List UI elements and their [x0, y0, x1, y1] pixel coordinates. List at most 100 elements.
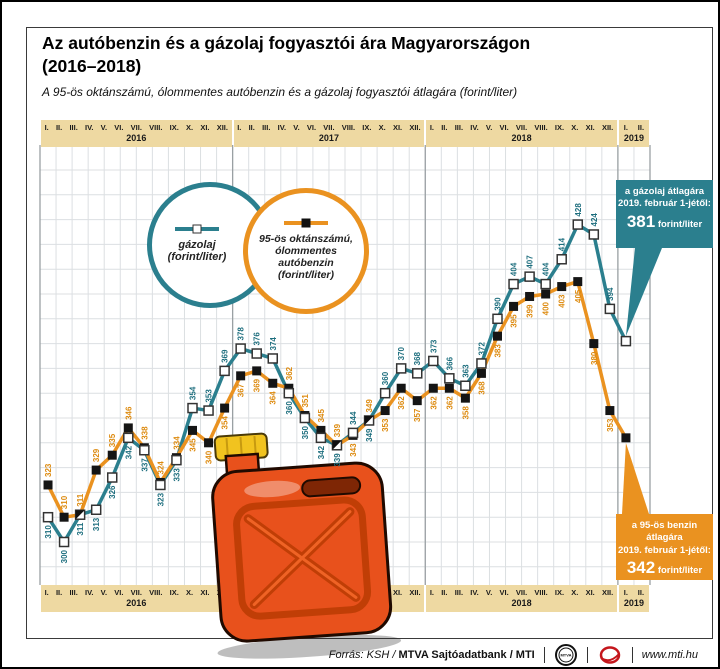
- svg-text:395: 395: [510, 314, 519, 328]
- svg-text:428: 428: [574, 203, 583, 217]
- callout-diesel-line2: 2019. február 1-jétől:: [618, 198, 711, 210]
- svg-text:339: 339: [333, 423, 342, 437]
- legend-petrol-line3: autóbenzin: [278, 257, 334, 269]
- axis-year-group-2017: I.II.III.IV.V.VI.VII.VIII.IX.X.XI.XII.20…: [233, 120, 425, 147]
- svg-text:313: 313: [92, 517, 101, 531]
- svg-text:378: 378: [237, 327, 246, 341]
- svg-text:339: 339: [333, 453, 342, 467]
- svg-text:345: 345: [317, 409, 326, 423]
- svg-text:310: 310: [60, 495, 69, 509]
- svg-text:344: 344: [349, 411, 358, 425]
- svg-text:400: 400: [542, 301, 551, 315]
- petrol-line-marker-icon: [284, 218, 328, 228]
- svg-text:353: 353: [205, 389, 214, 403]
- legend-diesel-line2: (forint/liter): [167, 251, 227, 263]
- svg-text:310: 310: [44, 525, 53, 539]
- svg-text:414: 414: [558, 237, 567, 251]
- source-bold: MTVA Sajtóadatbank: [398, 649, 507, 661]
- svg-text:360: 360: [381, 371, 390, 385]
- axis-year-group-2018: I. II. III. IV. V. VI. VII. VIII. IX. X. XI. XII. 20…: [426, 585, 617, 612]
- svg-text:364: 364: [269, 391, 278, 405]
- svg-text:335: 335: [108, 433, 117, 447]
- footer: Forrás: KSH / MTVA Sajtóadatbank / MTI M…: [2, 641, 718, 667]
- svg-text:357: 357: [413, 408, 422, 422]
- axis-year-group-2018: I. II. III. IV. V. VI. VII. VIII. IX. X. XI. XII. 20…: [426, 120, 617, 147]
- svg-text:340: 340: [205, 450, 214, 464]
- svg-text:338: 338: [140, 426, 149, 440]
- svg-text:405: 405: [574, 289, 583, 303]
- svg-text:404: 404: [510, 262, 519, 276]
- svg-text:399: 399: [526, 304, 535, 318]
- svg-text:368: 368: [413, 351, 422, 365]
- svg-text:404: 404: [542, 262, 551, 276]
- source-prefix: Forrás: KSH /: [328, 649, 396, 661]
- svg-text:373: 373: [429, 339, 438, 353]
- callout-petrol-price: a 95-ös benzin átlagára 2019. február 1-…: [616, 514, 713, 580]
- svg-text:380: 380: [590, 351, 599, 365]
- svg-text:337: 337: [140, 458, 149, 472]
- svg-text:358: 358: [461, 406, 470, 420]
- svg-text:311: 311: [76, 522, 85, 535]
- jerry-can-illustration: [211, 432, 402, 659]
- axis-year-group-2019: I. II. 2019: [618, 585, 649, 612]
- footer-divider: [543, 647, 545, 663]
- svg-text:345: 345: [189, 438, 198, 452]
- legend-petrol: 95-ös oktánszámú, ólommentes autóbenzin …: [243, 188, 369, 314]
- svg-text:376: 376: [253, 332, 262, 346]
- svg-text:366: 366: [445, 356, 454, 370]
- svg-text:351: 351: [301, 394, 310, 408]
- svg-text:370: 370: [397, 347, 406, 361]
- svg-text:362: 362: [285, 366, 294, 380]
- svg-text:372: 372: [477, 342, 486, 356]
- svg-text:360: 360: [285, 401, 294, 415]
- svg-text:323: 323: [44, 463, 53, 477]
- svg-text:350: 350: [301, 425, 310, 439]
- svg-text:334: 334: [172, 436, 181, 450]
- mtva-logo-text: MTVA: [560, 653, 571, 658]
- mti-logo-icon: [599, 646, 620, 664]
- mtva-logo-icon: MTVA: [554, 644, 577, 666]
- callout-diesel-line1: a gázolaj átlagára: [624, 186, 705, 197]
- svg-text:326: 326: [108, 485, 117, 499]
- title-line1: Az autóbenzin és a gázolaj fogyasztói ár…: [42, 33, 531, 53]
- svg-text:354: 354: [189, 386, 198, 400]
- svg-text:342: 342: [124, 445, 133, 459]
- website-link[interactable]: www.mti.hu: [641, 649, 698, 661]
- svg-text:367: 367: [237, 383, 246, 397]
- callout-petrol-unit: forint/liter: [657, 565, 703, 577]
- svg-text:394: 394: [606, 287, 615, 301]
- svg-text:311: 311: [76, 493, 85, 506]
- svg-text:333: 333: [172, 468, 181, 482]
- svg-text:362: 362: [397, 396, 406, 410]
- callout-petrol-line1: a 95-ös benzin átlagára: [631, 520, 698, 544]
- svg-text:342: 342: [317, 445, 326, 459]
- source-line: Forrás: KSH / MTVA Sajtóadatbank / MTI: [329, 649, 535, 661]
- svg-text:324: 324: [156, 461, 165, 475]
- legend-petrol-line2: ólommentes: [275, 245, 337, 257]
- svg-text:369: 369: [221, 349, 230, 363]
- svg-text:362: 362: [429, 396, 438, 410]
- axis-year-group-2016: I.II.III.IV.V.VI.VII.VIII.IX.X.XI.XII.20…: [41, 585, 232, 612]
- page-subtitle: A 95-ös oktánszámú, ólommentes autóbenzi…: [42, 84, 518, 99]
- source-end: / MTI: [509, 649, 535, 661]
- page-title: Az autóbenzin és a gázolaj fogyasztói ár…: [42, 32, 642, 78]
- svg-text:343: 343: [349, 443, 358, 457]
- svg-text:374: 374: [269, 337, 278, 351]
- svg-text:369: 369: [253, 378, 262, 392]
- svg-text:354: 354: [221, 416, 230, 430]
- svg-text:407: 407: [526, 255, 535, 269]
- callout-petrol-line2: 2019. február 1-jétől:: [618, 544, 711, 556]
- axis-year-group-2019: I. II. 2019: [618, 120, 649, 147]
- header: Az autóbenzin és a gázolaj fogyasztói ár…: [42, 32, 642, 99]
- svg-text:329: 329: [92, 448, 101, 462]
- callout-petrol-value: 342: [626, 558, 656, 578]
- svg-text:362: 362: [445, 396, 454, 410]
- svg-text:363: 363: [461, 364, 470, 378]
- svg-text:353: 353: [381, 418, 390, 432]
- legend-petrol-line4: (forint/liter): [278, 269, 334, 281]
- svg-text:424: 424: [590, 213, 599, 227]
- svg-text:383: 383: [494, 344, 503, 358]
- title-line2: (2016–2018): [42, 55, 142, 76]
